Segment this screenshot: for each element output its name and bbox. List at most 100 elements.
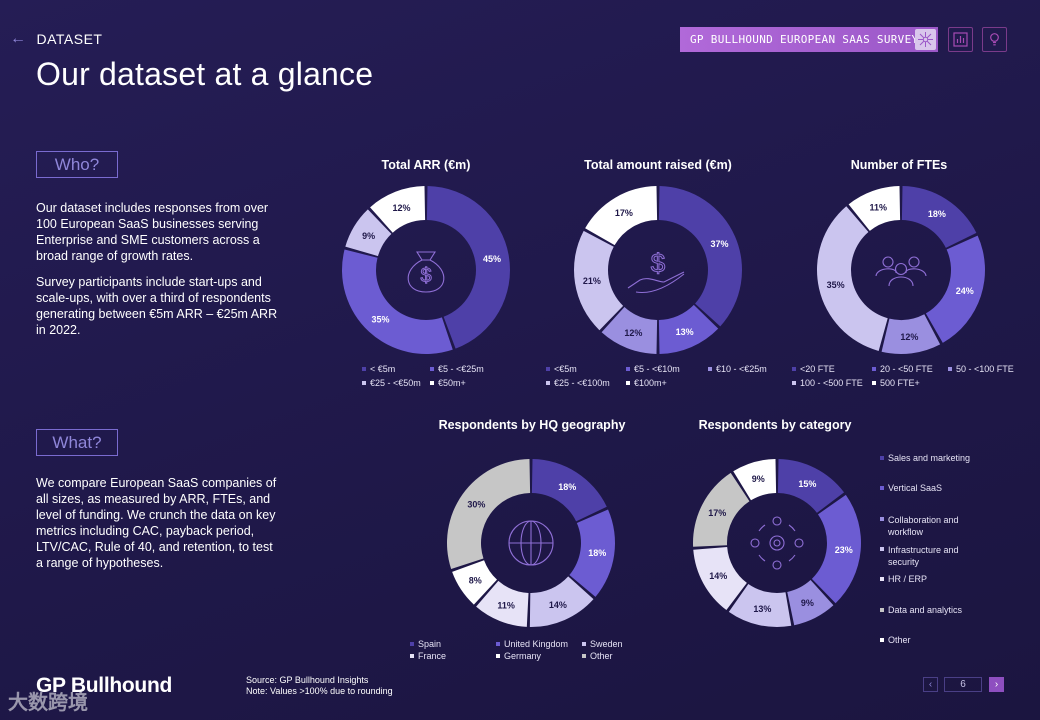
donut-chart-raised: 37% 13% 12% 21% 17% $ — [574, 186, 742, 354]
chart-tool-button[interactable] — [948, 27, 973, 52]
legend-label: Sales and marketing — [888, 453, 971, 463]
legend-swatch — [792, 381, 796, 385]
legend-label: €5 - <€10m — [634, 364, 680, 374]
donut-segment — [370, 186, 426, 233]
who-heading: Who? — [54, 154, 100, 174]
legend-swatch — [880, 486, 884, 490]
legend-label: Sweden — [590, 639, 623, 649]
legend-swatch — [880, 456, 884, 460]
donut-chart-category: 15% 23% 9% 13% 14% 17% 9% — [693, 459, 861, 627]
legend-swatch — [362, 381, 366, 385]
page-number: 6 — [944, 677, 982, 692]
legend-item: Sweden — [582, 639, 623, 649]
back-link[interactable]: ← DATASET — [10, 30, 103, 48]
legend-swatch — [496, 642, 500, 646]
lightbulb-icon — [990, 33, 999, 46]
legend-swatch — [880, 517, 884, 521]
donut-segment — [848, 186, 901, 231]
source-line: Source: GP Bullhound Insights — [246, 675, 369, 685]
donut-segment — [658, 186, 742, 327]
legend-item: 100 - <500 FTE — [792, 378, 863, 388]
legend-item: 50 - <100 FTE — [948, 364, 1014, 374]
legend-item: Vertical SaaS — [880, 483, 942, 493]
who-paragraph-2: Survey participants include start-ups an… — [36, 275, 278, 337]
donut-segment — [728, 583, 792, 627]
legend-item: Data and analytics — [880, 605, 962, 615]
data-label: 37% — [710, 239, 728, 249]
donut-chart-geography: 18% 18% 14% 11% 8% 30% — [447, 459, 615, 627]
legend-swatch — [880, 547, 884, 551]
legend-label: < €5m — [370, 364, 396, 374]
what-heading-box: What? — [36, 429, 118, 456]
legend-swatch — [872, 367, 876, 371]
chart-title-arr: Total ARR (€m) — [381, 158, 471, 172]
data-label: 18% — [558, 482, 576, 492]
legend-label: €25 - <€50m — [370, 378, 421, 388]
legend-label: 20 - <50 FTE — [880, 364, 933, 374]
legend-swatch — [880, 577, 884, 581]
legend-swatch — [626, 381, 630, 385]
donut-segment — [817, 206, 888, 351]
legend-swatch — [872, 381, 876, 385]
legend-swatch — [880, 638, 884, 642]
donut-segment — [574, 230, 624, 331]
legend-item: 500 FTE+ — [872, 378, 920, 388]
who-heading-box: Who? — [36, 151, 118, 178]
legend-label: <€5m — [554, 364, 577, 374]
donut-segment — [901, 186, 977, 248]
bar-chart-icon — [953, 32, 968, 47]
network-icon — [915, 29, 936, 50]
legend-swatch — [410, 642, 414, 646]
data-label: 8% — [469, 576, 482, 586]
data-label: 35% — [371, 315, 389, 325]
legend-item: Spain — [410, 639, 441, 649]
donut-segment — [342, 249, 453, 354]
svg-text:$: $ — [651, 248, 666, 278]
donut-segment — [585, 186, 658, 246]
donut-chart-arr: 45% 35% 9% 12% $ — [342, 186, 510, 354]
legend-swatch — [626, 367, 630, 371]
legend-label: Collaboration and workflow — [888, 515, 959, 537]
data-label: 11% — [870, 202, 888, 212]
donut-segment — [345, 209, 392, 257]
legend-ftes: <20 FTE 20 - <50 FTE 50 - <100 FTE 100 -… — [792, 364, 1032, 394]
legend-raised: <€5m €5 - <€10m €10 - <€25m €25 - <€100m… — [546, 364, 786, 394]
donut-segment — [426, 186, 510, 349]
legend-label: Other — [888, 635, 911, 645]
legend-geography: Spain United Kingdom Sweden France Germa… — [410, 639, 640, 665]
legend-swatch — [410, 654, 414, 658]
arrow-left-icon: ← — [10, 30, 27, 47]
data-label: 11% — [497, 601, 515, 611]
gp-bullhound-logo: GP Bullhound — [36, 674, 172, 697]
donut-segment — [881, 314, 941, 354]
legend-swatch — [362, 367, 366, 371]
data-label: 45% — [483, 254, 501, 264]
donut-segment — [531, 459, 607, 522]
legend-item: €5 - <€25m — [430, 364, 484, 374]
donut-segment — [693, 472, 750, 547]
legend-label: Infrastructure and security — [888, 545, 959, 567]
legend-item: €50m+ — [430, 378, 466, 388]
survey-badge[interactable]: GP BULLHOUND EUROPEAN SAAS SURVEY — [680, 27, 938, 52]
data-label: 9% — [752, 474, 765, 484]
legend-swatch — [792, 367, 796, 371]
legend-item: <€5m — [546, 364, 577, 374]
legend-label: €5 - <€25m — [438, 364, 484, 374]
legend-label: €10 - <€25m — [716, 364, 767, 374]
chevron-left-icon: ‹ — [928, 679, 933, 690]
legend-item: France — [410, 651, 446, 661]
data-label: 23% — [835, 545, 853, 555]
next-page-button[interactable]: › — [989, 677, 1004, 692]
idea-tool-button[interactable] — [982, 27, 1007, 52]
donut-segment — [777, 459, 845, 513]
data-label: 17% — [615, 208, 633, 218]
legend-label: 100 - <500 FTE — [800, 378, 863, 388]
data-label: 13% — [676, 327, 694, 337]
donut-segment — [811, 494, 861, 604]
data-label: 17% — [708, 508, 726, 518]
previous-page-button[interactable]: ‹ — [923, 677, 938, 692]
donut-segment — [925, 235, 985, 343]
source-note: Source: GP Bullhound Insights Note: Valu… — [246, 675, 393, 697]
chart-title-raised: Total amount raised (€m) — [584, 158, 732, 172]
survey-badge-label: GP BULLHOUND EUROPEAN SAAS SURVEY — [690, 33, 919, 46]
